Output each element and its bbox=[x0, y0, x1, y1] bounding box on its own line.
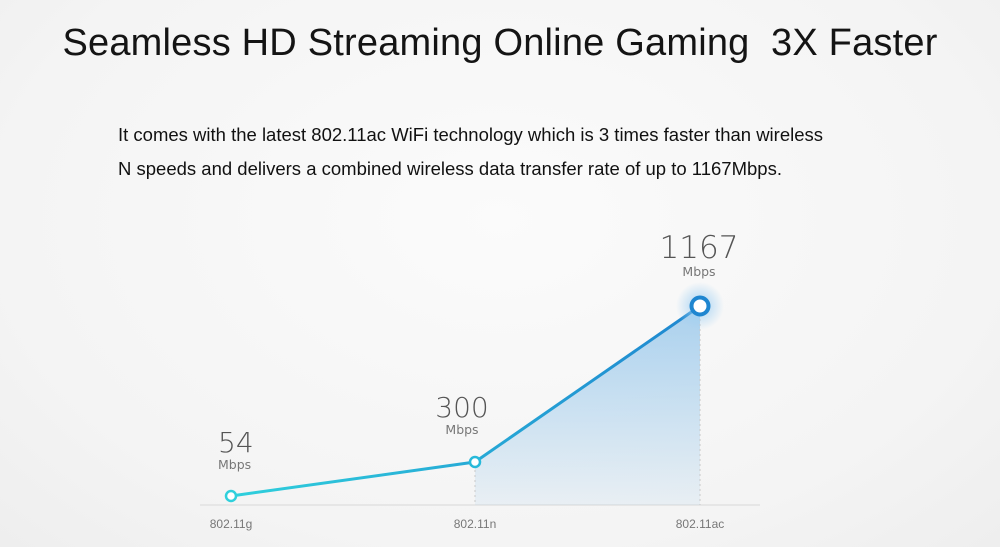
unit-label-80211ac: Mbps bbox=[682, 264, 715, 279]
unit-label-80211n: Mbps bbox=[445, 422, 478, 437]
description-line-1: It comes with the latest 802.11ac WiFi t… bbox=[118, 124, 824, 145]
x-tick-label-80211n: 802.11n bbox=[454, 517, 497, 531]
unit-label-80211g: Mbps bbox=[218, 457, 251, 472]
description: It comes with the latest 802.11ac WiFi t… bbox=[118, 118, 918, 186]
area-fill bbox=[475, 306, 700, 505]
value-label-80211ac: 1167 bbox=[660, 230, 739, 266]
x-tick-label-80211g: 802.11g bbox=[210, 517, 253, 531]
data-point-80211n bbox=[468, 455, 482, 469]
data-point-80211ac bbox=[689, 295, 711, 317]
x-tick-label-80211ac: 802.11ac bbox=[676, 517, 725, 531]
data-point-80211g bbox=[224, 489, 238, 503]
value-label-80211n: 300 bbox=[435, 391, 488, 424]
description-line-2: N speeds and delivers a combined wireles… bbox=[118, 158, 782, 179]
headline: Seamless HD Streaming Online Gaming 3X F… bbox=[62, 22, 938, 64]
value-label-80211g: 54 bbox=[218, 426, 254, 459]
